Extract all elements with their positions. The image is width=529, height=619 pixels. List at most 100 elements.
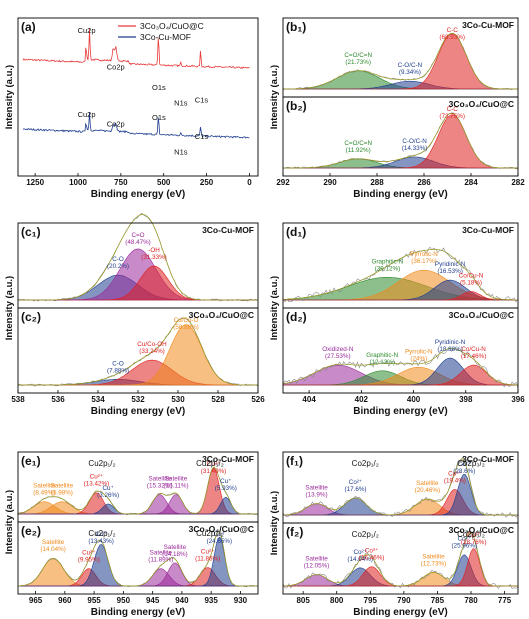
x-tick-label: 290	[323, 178, 337, 187]
peak-percentage: (31.49%)	[201, 468, 227, 475]
y-axis-label: Intensity (a.u.)	[269, 65, 280, 129]
plot-frame	[282, 96, 519, 177]
y-axis-label: Intensity (a.u.)	[269, 276, 280, 340]
y-axis-label: Intensity (a.u.)	[4, 65, 15, 129]
orbital-label: Cu2p₃/₂	[196, 459, 224, 468]
peak-label: C-C	[447, 27, 459, 34]
x-tick-label: 965	[29, 596, 43, 605]
fit-envelope	[283, 32, 518, 90]
peak-label: Cu²⁺	[207, 461, 220, 468]
raw-spectrum	[282, 347, 519, 389]
peak-percentage: (17.6%)	[344, 486, 366, 493]
peak-label: C-O/C-N	[398, 62, 423, 69]
peak-annotation: N1s	[174, 99, 188, 108]
panel-e₁: Satellite(8.49%)Satellite(5.98%)Cu²⁺(13.…	[17, 451, 259, 523]
sample-title: 3Co-Cu-MOF	[462, 454, 514, 464]
peak-percentage: (20.46%)	[415, 487, 441, 494]
x-tick-label: 1000	[69, 178, 87, 187]
orbital-label: Co2p₁/₂	[352, 459, 379, 468]
peak-label: Co²⁺	[353, 549, 366, 556]
panel-label: (f₂)	[286, 525, 303, 539]
x-tick-label: 795	[364, 596, 378, 605]
panel-label: (b₁)	[286, 20, 306, 34]
peak-label: Satellite	[42, 539, 65, 546]
peak-annotation: C1s	[195, 132, 209, 141]
peak-label: Co²⁺	[458, 536, 471, 543]
peak-percentage: (17.46%)	[461, 353, 487, 360]
series-line	[22, 28, 250, 70]
peak-label: Cu⁺	[214, 531, 225, 538]
fit-envelope	[282, 347, 518, 386]
x-tick-label: 805	[296, 596, 310, 605]
y-axis-label: Intensity (a.u.)	[4, 490, 15, 554]
x-axis-label: Binding energy (eV)	[353, 189, 447, 200]
panel-e₂: Satellite(14.04%) Cu²⁺(9.95%)Cu⁺(13.43%)S…	[4, 490, 259, 618]
peak-label: Satellite	[422, 553, 445, 560]
panel-label: (e₂)	[21, 524, 41, 538]
fit-envelope	[282, 532, 518, 587]
peak-percentage: (5.98%)	[51, 490, 73, 497]
peak-label: Cu/Co-OH	[137, 341, 167, 348]
peak-percentage: (36.17%)	[411, 258, 437, 265]
panel-b₁: C=O/C=N(21.73%) C-O/C-N(9.34%) C-C(68.93%)…	[282, 17, 519, 98]
x-tick-label: 286	[417, 178, 431, 187]
peak-label: C-C	[447, 106, 459, 113]
peak-label: C=O/C=N	[344, 52, 372, 59]
peak-percentage: (33.24%)	[139, 348, 165, 355]
peak-percentage: (12.73%)	[421, 560, 447, 567]
x-tick-label: 532	[131, 395, 145, 404]
x-tick-label: 396	[511, 395, 525, 404]
x-tick-label: 534	[91, 395, 105, 404]
x-tick-label: 930	[234, 596, 248, 605]
peak-label: Co³⁺	[448, 470, 461, 477]
x-tick-label: 945	[146, 596, 160, 605]
x-tick-label: 790	[397, 596, 411, 605]
x-tick-label: 750	[114, 178, 128, 187]
plot-frame	[282, 522, 519, 595]
fit-envelope	[283, 112, 518, 169]
panel-label: (d₂)	[286, 310, 307, 324]
panel-label: (d₁)	[286, 225, 306, 239]
fit-envelope	[282, 458, 518, 516]
peak-annotation: O1s	[152, 113, 166, 122]
fit-envelope	[18, 317, 258, 386]
x-tick-label: 288	[370, 178, 384, 187]
peak-label: Co/Cu-N	[461, 346, 486, 353]
fit-envelope	[282, 249, 519, 301]
x-tick-label: 500	[157, 178, 171, 187]
peak-percentage: (68.93%)	[439, 34, 465, 41]
x-tick-label: 530	[171, 395, 185, 404]
peak-percentage: (16.46%)	[359, 555, 385, 562]
peak-percentage: (48.47%)	[125, 239, 151, 246]
panel-b₂: C=O/C=N(11.92%)C-O/C-N(14.33%)C-C(73.75%…	[269, 65, 525, 200]
sample-title: 3Co₃O₄/CuO@C	[189, 310, 254, 320]
peak-percentage: (13.43%)	[88, 538, 114, 545]
fit-envelope	[17, 466, 258, 515]
peak-label: Cu⁺	[220, 478, 231, 485]
panel-d₁: Graphitic-N(39.12%) Pyrrolic-N(36.17%)Pyr…	[282, 222, 519, 309]
x-axis-label: Binding energy (eV)	[91, 189, 185, 200]
orbital-label: Co2p₃/₂	[457, 530, 485, 539]
legend-label: 3Co-Cu-MOF	[140, 32, 191, 42]
x-tick-label: 935	[204, 596, 218, 605]
panel-label: (a)	[21, 20, 36, 34]
x-tick-label: 0	[247, 178, 252, 187]
peak-percentage: (9.95%)	[78, 557, 100, 564]
panel-label: (f₁)	[286, 454, 303, 468]
peak-percentage: (13.9%)	[306, 492, 328, 499]
peak-label: Cu²⁺	[82, 550, 95, 557]
peak-annotation: N1s	[174, 148, 188, 157]
peak-percentage: (73.75%)	[439, 113, 465, 120]
x-tick-label: 536	[51, 395, 65, 404]
component-peak	[283, 291, 518, 301]
orbital-label: Co2p₃/₂	[457, 459, 485, 468]
peak-percentage: (14.18%)	[162, 551, 188, 558]
panel-label: (c₂)	[21, 310, 41, 324]
orbital-label: Cu2p₁/₂	[88, 459, 115, 468]
sample-title: 3Co-Cu-MOF	[462, 225, 514, 235]
peak-label: Satellite	[51, 483, 74, 490]
x-tick-label: 292	[276, 178, 290, 187]
sample-title: 3Co₃O₄/CuO@C	[449, 310, 514, 320]
peak-label: Satellite	[150, 550, 173, 557]
peak-percentage: (27.53%)	[325, 353, 351, 360]
